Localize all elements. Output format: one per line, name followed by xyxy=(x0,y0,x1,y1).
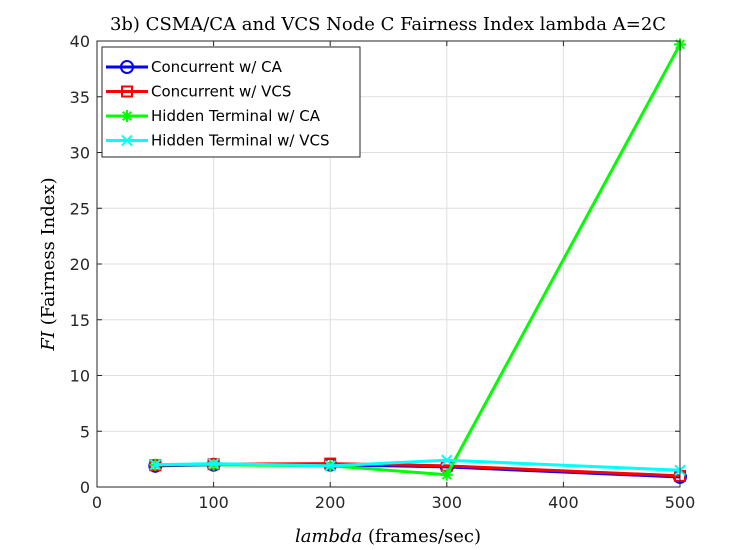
y-axis-unit: (Fairness Index) xyxy=(38,177,59,331)
legend-marker xyxy=(121,110,133,122)
x-axis-unit: (frames/sec) xyxy=(362,526,481,547)
x-tick-label: 0 xyxy=(92,493,102,512)
data-point xyxy=(440,468,453,481)
y-tick-label: 20 xyxy=(70,255,90,274)
y-tick-label: 35 xyxy=(70,88,90,107)
y-tick-label: 15 xyxy=(70,311,90,330)
legend-item: Hidden Terminal w/ VCS xyxy=(106,132,330,150)
y-tick-label: 25 xyxy=(70,199,90,218)
legend-marker xyxy=(121,85,133,98)
legend-item: Hidden Terminal w/ CA xyxy=(106,107,321,125)
chart-title: 3b) CSMA/CA and VCS Node C Fairness Inde… xyxy=(110,14,666,35)
legend-item: Concurrent w/ VCS xyxy=(106,83,291,101)
data-point xyxy=(441,454,453,466)
x-axis-label: lambda (frames/sec) xyxy=(295,526,481,547)
y-tick-label: 30 xyxy=(70,144,90,163)
x-tick-label: 200 xyxy=(315,493,346,512)
x-tick-label: 400 xyxy=(548,493,579,512)
data-point xyxy=(207,457,220,470)
x-tick-label: 100 xyxy=(198,493,229,512)
y-tick-label: 10 xyxy=(70,367,90,386)
y-tick-label: 0 xyxy=(80,478,90,497)
grid-lines xyxy=(97,41,680,487)
data-point xyxy=(149,458,162,471)
legend-marker xyxy=(121,134,133,147)
legend-marker xyxy=(120,60,134,74)
legend-label: Hidden Terminal w/ VCS xyxy=(151,132,330,150)
x-tick-label: 300 xyxy=(432,493,463,512)
y-axis-label: FI (Fairness Index) xyxy=(38,177,59,351)
ticks: 0 100 200 300 400 500 0 5 10 15 20 25 30 35 40 xyxy=(70,32,696,512)
x-tick-label: 500 xyxy=(665,493,696,512)
y-tick-label: 5 xyxy=(80,422,90,441)
y-axis-variable: FI xyxy=(38,330,59,351)
data-point xyxy=(324,460,336,472)
legend-label: Concurrent w/ CA xyxy=(151,58,283,76)
legend: Concurrent w/ CA Concurrent w/ VCS Hidden … xyxy=(101,46,361,158)
legend-box xyxy=(101,46,361,158)
x-axis-variable: lambda xyxy=(295,526,362,547)
legend-label: Hidden Terminal w/ CA xyxy=(151,107,321,125)
legend-label: Concurrent w/ VCS xyxy=(151,83,291,101)
y-tick-label: 40 xyxy=(70,32,90,51)
legend-item: Concurrent w/ CA xyxy=(106,58,283,76)
